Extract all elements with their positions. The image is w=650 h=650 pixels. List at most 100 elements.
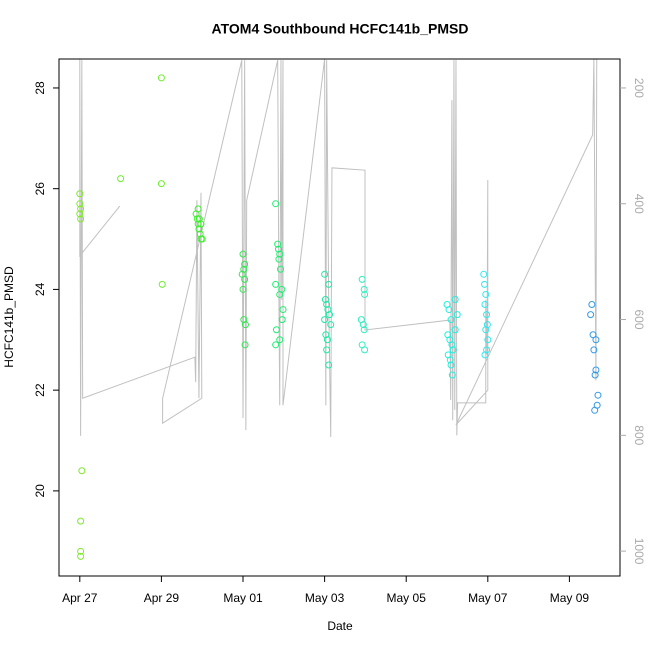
point [590,346,598,354]
point [480,270,488,278]
point [77,215,85,223]
point [275,255,283,263]
line [79,59,598,438]
point [279,306,287,314]
point [276,336,284,344]
point [77,517,85,525]
point [240,265,248,273]
point [194,220,202,228]
point [325,280,333,288]
point [76,210,84,218]
point [194,205,202,213]
point [78,467,86,475]
point [448,341,456,349]
point [449,346,457,354]
point-layer [76,74,602,560]
x-tick-label: May 05 [387,591,427,605]
y2-tick-label: 200 [632,78,646,98]
y-tick-label: 24 [33,282,47,296]
x-tick-label: May 09 [550,591,590,605]
y-axis-label: HCFC141b_PMSD [2,266,16,368]
point [272,200,280,208]
point [197,220,205,228]
point [241,341,249,349]
point [272,326,280,334]
point [361,290,369,298]
point [276,250,284,258]
y-tick-label: 22 [33,383,47,397]
y2-tick-label: 400 [632,194,646,214]
x-axis-label: Date [327,619,353,633]
point [272,280,280,288]
point [588,301,596,309]
point [447,361,455,369]
y2-tick-label: 1000 [632,538,646,565]
x-tick-label: May 07 [468,591,508,605]
line-layer [79,59,598,438]
point [591,406,599,414]
x-tick-label: May 03 [305,591,345,605]
point [483,311,491,319]
point [483,346,491,354]
point [324,306,332,314]
point [482,326,490,334]
point [594,391,602,399]
point [321,295,329,303]
point [321,316,329,324]
point [193,215,201,223]
point [239,250,247,258]
point [157,74,165,82]
point [241,321,249,329]
point [448,371,456,379]
point [275,245,283,253]
point [589,331,597,339]
point [274,240,282,248]
y-tick-label: 28 [33,81,47,95]
point [198,235,206,243]
point [592,366,600,374]
point [77,552,85,560]
point [361,346,369,354]
point [358,275,366,283]
point [241,275,249,283]
y-tick-label: 20 [33,484,47,498]
point [77,547,85,555]
x-tick-label: Apr 27 [62,591,98,605]
point [327,321,335,329]
point [453,311,461,319]
point [241,260,249,268]
point [278,316,286,324]
point [447,316,455,324]
point [326,311,334,319]
point [481,301,489,309]
x-tick-label: May 01 [223,591,263,605]
point [76,200,84,208]
point [484,336,492,344]
point [195,215,203,223]
point [321,270,329,278]
point [277,265,285,273]
chart-title: ATOM4 Southbound HCFC141b_PMSD [212,21,469,37]
point [591,371,599,379]
point [451,326,459,334]
point [272,341,280,349]
y-tick-label: 26 [33,182,47,196]
point [157,180,165,188]
point [240,316,248,324]
point [483,321,491,329]
point [360,326,368,334]
point [77,205,85,213]
point [323,346,331,354]
point [323,301,331,309]
point [592,336,600,344]
point [446,356,454,364]
plot-frame [58,58,621,577]
point [445,306,453,314]
y2-tick-label: 800 [632,425,646,445]
point [117,175,125,183]
point [276,290,284,298]
point [323,336,331,344]
point [322,331,330,339]
point [360,285,368,293]
